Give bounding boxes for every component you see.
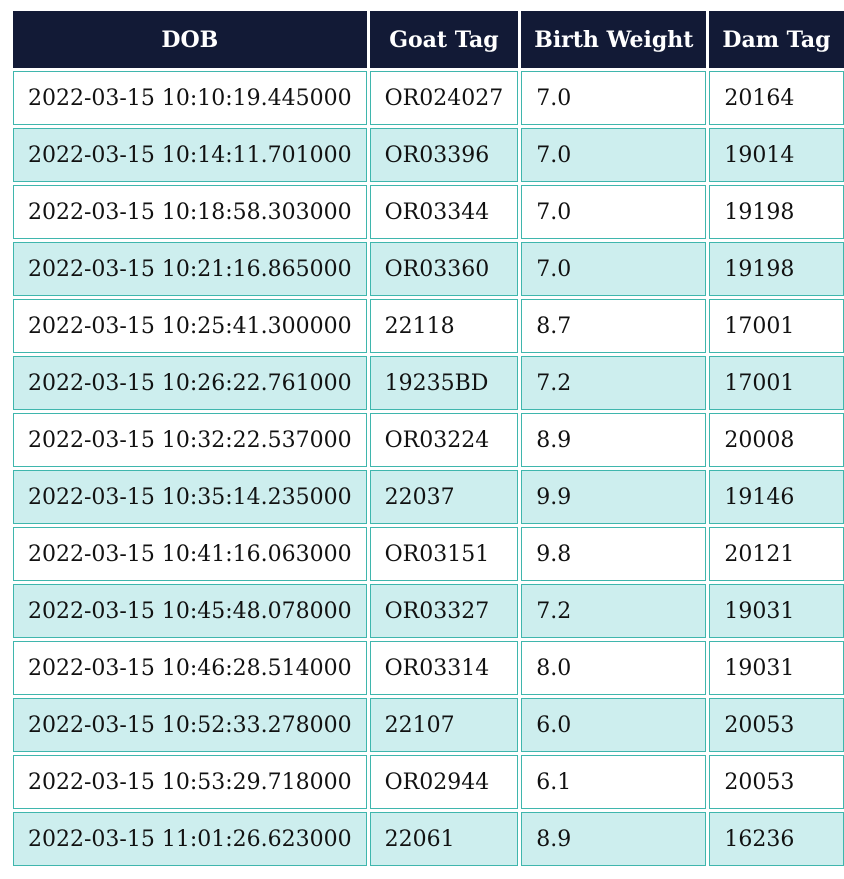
cell-dob: 2022-03-15 10:41:16.063000 [13,527,367,581]
header-birth-weight[interactable]: Birth Weight [521,11,707,68]
cell-dam-tag: 19031 [709,584,844,638]
cell-dam-tag: 19146 [709,470,844,524]
cell-dam-tag: 20008 [709,413,844,467]
cell-dam-tag: 20053 [709,698,844,752]
cell-birth-weight: 7.2 [521,584,707,638]
table-row: 2022-03-15 10:21:16.865000 OR03360 7.0 1… [13,242,844,296]
cell-goat-tag: 22118 [369,299,519,353]
cell-goat-tag: OR024027 [369,71,519,125]
cell-goat-tag: OR03314 [369,641,519,695]
table-row: 2022-03-15 11:01:26.623000 22061 8.9 162… [13,812,844,866]
cell-dob: 2022-03-15 10:18:58.303000 [13,185,367,239]
table-row: 2022-03-15 10:32:22.537000 OR03224 8.9 2… [13,413,844,467]
cell-goat-tag: OR03396 [369,128,519,182]
cell-dob: 2022-03-15 10:35:14.235000 [13,470,367,524]
table-row: 2022-03-15 10:45:48.078000 OR03327 7.2 1… [13,584,844,638]
table-container: DOB Goat Tag Birth Weight Dam Tag 2022-0… [10,8,844,869]
cell-goat-tag: 22037 [369,470,519,524]
cell-birth-weight: 7.0 [521,71,707,125]
header-goat-tag[interactable]: Goat Tag [369,11,519,68]
table-row: 2022-03-15 10:41:16.063000 OR03151 9.8 2… [13,527,844,581]
cell-dob: 2022-03-15 10:32:22.537000 [13,413,367,467]
cell-birth-weight: 9.8 [521,527,707,581]
cell-dob: 2022-03-15 10:45:48.078000 [13,584,367,638]
cell-dam-tag: 17001 [709,356,844,410]
table-row: 2022-03-15 10:25:41.300000 22118 8.7 170… [13,299,844,353]
table-row: 2022-03-15 10:26:22.761000 19235BD 7.2 1… [13,356,844,410]
cell-dob: 2022-03-15 11:01:26.623000 [13,812,367,866]
header-dob[interactable]: DOB [13,11,367,68]
cell-dam-tag: 17001 [709,299,844,353]
table-row: 2022-03-15 10:53:29.718000 OR02944 6.1 2… [13,755,844,809]
cell-goat-tag: 22061 [369,812,519,866]
cell-dam-tag: 19031 [709,641,844,695]
table-row: 2022-03-15 10:52:33.278000 22107 6.0 200… [13,698,844,752]
header-dam-tag[interactable]: Dam Tag [709,11,844,68]
cell-goat-tag: OR03224 [369,413,519,467]
table-row: 2022-03-15 10:18:58.303000 OR03344 7.0 1… [13,185,844,239]
cell-birth-weight: 6.0 [521,698,707,752]
cell-dob: 2022-03-15 10:14:11.701000 [13,128,367,182]
cell-dob: 2022-03-15 10:25:41.300000 [13,299,367,353]
table-row: 2022-03-15 10:46:28.514000 OR03314 8.0 1… [13,641,844,695]
table-row: 2022-03-15 10:35:14.235000 22037 9.9 191… [13,470,844,524]
cell-goat-tag: OR03327 [369,584,519,638]
cell-birth-weight: 7.0 [521,185,707,239]
cell-birth-weight: 7.0 [521,242,707,296]
cell-birth-weight: 9.9 [521,470,707,524]
cell-goat-tag: 19235BD [369,356,519,410]
cell-goat-tag: OR03151 [369,527,519,581]
cell-birth-weight: 8.0 [521,641,707,695]
cell-goat-tag: 22107 [369,698,519,752]
table-row: 2022-03-15 10:14:11.701000 OR03396 7.0 1… [13,128,844,182]
cell-goat-tag: OR03344 [369,185,519,239]
cell-dam-tag: 19198 [709,185,844,239]
cell-dam-tag: 19014 [709,128,844,182]
cell-birth-weight: 6.1 [521,755,707,809]
cell-dam-tag: 16236 [709,812,844,866]
cell-birth-weight: 8.9 [521,812,707,866]
cell-dob: 2022-03-15 10:53:29.718000 [13,755,367,809]
cell-dam-tag: 20053 [709,755,844,809]
cell-birth-weight: 8.9 [521,413,707,467]
cell-dam-tag: 20121 [709,527,844,581]
cell-birth-weight: 7.0 [521,128,707,182]
cell-birth-weight: 8.7 [521,299,707,353]
cell-birth-weight: 7.2 [521,356,707,410]
cell-dob: 2022-03-15 10:52:33.278000 [13,698,367,752]
cell-dob: 2022-03-15 10:21:16.865000 [13,242,367,296]
header-row: DOB Goat Tag Birth Weight Dam Tag [13,11,844,68]
cell-goat-tag: OR03360 [369,242,519,296]
table-row: 2022-03-15 10:10:19.445000 OR024027 7.0 … [13,71,844,125]
cell-dam-tag: 20164 [709,71,844,125]
cell-dam-tag: 19198 [709,242,844,296]
goat-birth-table: DOB Goat Tag Birth Weight Dam Tag 2022-0… [10,8,844,869]
cell-dob: 2022-03-15 10:26:22.761000 [13,356,367,410]
cell-goat-tag: OR02944 [369,755,519,809]
cell-dob: 2022-03-15 10:46:28.514000 [13,641,367,695]
cell-dob: 2022-03-15 10:10:19.445000 [13,71,367,125]
